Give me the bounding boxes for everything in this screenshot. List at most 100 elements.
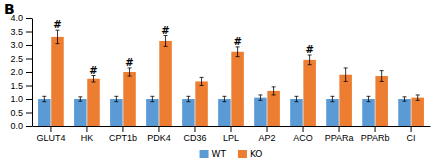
bar xyxy=(146,99,159,126)
tick-mark xyxy=(267,126,268,132)
tick-mark xyxy=(158,126,159,132)
bar xyxy=(303,60,316,126)
error-bar xyxy=(128,68,132,76)
tick: 3.0 xyxy=(10,40,32,50)
bar xyxy=(195,81,208,126)
tick-mark xyxy=(26,72,32,73)
marks xyxy=(38,30,424,126)
legend-label: KO xyxy=(250,149,263,159)
axis-line xyxy=(32,19,33,127)
legend-swatch xyxy=(238,150,247,158)
tick: CPT1b xyxy=(109,126,137,143)
bar xyxy=(218,99,231,126)
tick-label: PPARb xyxy=(361,133,390,143)
legend-label: WT xyxy=(212,149,227,159)
tick-label: AP2 xyxy=(259,133,276,143)
bar xyxy=(411,98,424,126)
bar xyxy=(110,99,123,126)
error-bar xyxy=(150,96,154,101)
tick-label: PPARa xyxy=(325,133,354,143)
bar xyxy=(362,99,375,126)
tick: PDK4 xyxy=(147,126,171,143)
tick-mark xyxy=(375,126,376,132)
legend: WT KO xyxy=(200,149,263,159)
error-bar xyxy=(366,96,370,101)
bar xyxy=(267,91,280,126)
tick-label: GLUT4 xyxy=(36,133,65,143)
tick: GLUT4 xyxy=(36,126,65,143)
legend-swatch xyxy=(200,150,209,158)
tick: AP2 xyxy=(259,126,276,143)
tick-label: CPT1b xyxy=(109,133,137,143)
bar xyxy=(254,98,267,126)
legend-item: KO xyxy=(238,149,263,159)
tick-mark xyxy=(26,45,32,46)
y-axis: 0.00.51.01.52.02.53.03.54.0 xyxy=(10,13,32,131)
error-bar xyxy=(164,36,168,47)
tick-label: 3.0 xyxy=(10,40,23,50)
tick: 1.0 xyxy=(10,94,32,104)
error-bar xyxy=(92,76,96,82)
tick: 0.0 xyxy=(10,121,32,131)
error-bar xyxy=(344,68,348,82)
tick-mark xyxy=(26,18,32,19)
bar xyxy=(326,99,339,126)
annotation: # xyxy=(89,65,97,76)
tick-mark xyxy=(26,126,32,127)
bar xyxy=(375,76,388,126)
tick-label: 0.5 xyxy=(10,108,23,118)
error-bar xyxy=(294,96,298,101)
chart: GLUT4HKCPT1bPDK4CD36LPLAP2ACOPPARaPPARbC… xyxy=(0,0,438,162)
tick: 3.5 xyxy=(10,27,32,37)
tick-mark xyxy=(86,126,87,132)
tick-label: CD36 xyxy=(183,133,206,143)
annotation: # xyxy=(233,36,241,47)
bar xyxy=(398,99,411,126)
bar xyxy=(74,99,87,126)
tick-mark xyxy=(122,126,123,132)
tick-label: 1.5 xyxy=(10,81,23,91)
tick-label: LPL xyxy=(223,133,239,143)
tick: LPL xyxy=(223,126,239,143)
bar xyxy=(231,52,244,126)
tick-label: ACO xyxy=(293,133,313,143)
bar xyxy=(51,37,64,126)
tick: PPARb xyxy=(361,126,390,143)
bar xyxy=(38,99,51,126)
tick: 2.0 xyxy=(10,67,32,77)
tick-mark xyxy=(411,126,412,132)
error-bar xyxy=(258,95,262,100)
tick-label: 0.0 xyxy=(10,121,23,131)
tick-label: HK xyxy=(81,133,94,143)
bar xyxy=(290,99,303,126)
error-bar xyxy=(416,95,420,100)
tick: 1.5 xyxy=(10,81,32,91)
title: B xyxy=(4,1,15,17)
tick-mark xyxy=(26,113,32,114)
tick-mark xyxy=(303,126,304,132)
error-bar xyxy=(222,96,226,101)
tick-label: 3.5 xyxy=(10,27,23,37)
error-bar xyxy=(330,96,334,101)
tick: PPARa xyxy=(325,126,354,143)
tick: 2.5 xyxy=(10,54,32,64)
tick-label: 2.0 xyxy=(10,67,23,77)
series xyxy=(51,30,424,126)
error-bar xyxy=(200,77,204,85)
annotation: # xyxy=(53,19,61,30)
annotation: # xyxy=(161,25,169,36)
error-bar xyxy=(236,47,240,57)
error-bar xyxy=(78,97,82,101)
tick-mark xyxy=(26,86,32,87)
tick-label: PDK4 xyxy=(147,133,171,143)
annotations: ###### xyxy=(53,19,314,75)
annotation: # xyxy=(305,44,313,55)
tick-mark xyxy=(339,126,340,132)
tick-label: 1.0 xyxy=(10,94,23,104)
error-bar xyxy=(42,96,46,101)
x-axis: GLUT4HKCPT1bPDK4CD36LPLAP2ACOPPARaPPARbC… xyxy=(33,126,431,143)
error-bar xyxy=(308,55,312,65)
tick-mark xyxy=(194,126,195,132)
bar xyxy=(182,99,195,126)
bar xyxy=(159,41,172,126)
